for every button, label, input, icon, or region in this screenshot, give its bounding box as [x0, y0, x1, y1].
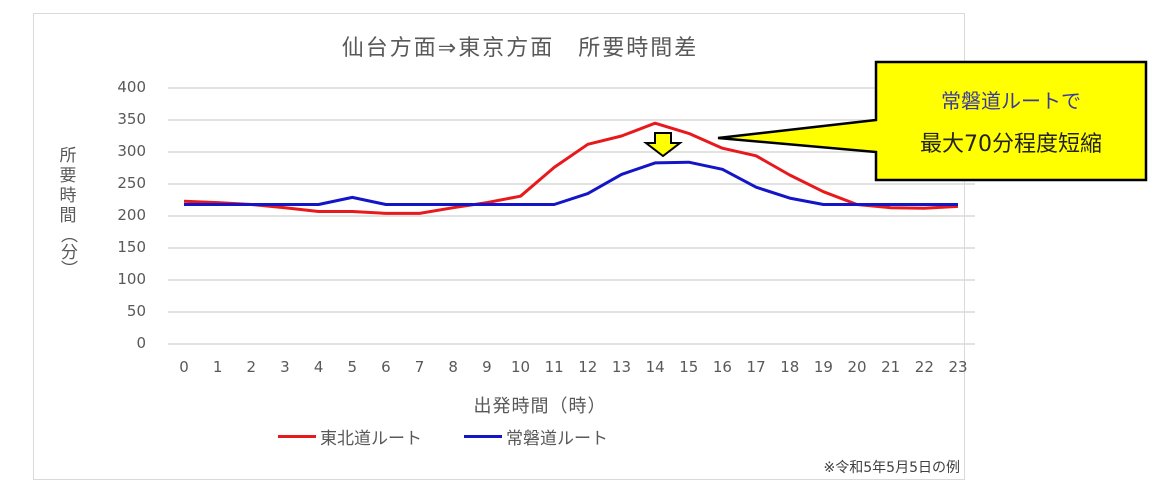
- y-axis-label-unit: （分）: [57, 226, 77, 277]
- y-tick-label: 0: [136, 334, 146, 352]
- y-axis-label: 所 要 時 間 （分）: [57, 146, 79, 277]
- x-tick-label: 18: [780, 358, 800, 376]
- legend-swatch-red: [278, 435, 316, 438]
- footnote: ※令和5年5月5日の例: [823, 460, 960, 476]
- x-tick-label: 8: [448, 358, 458, 376]
- x-tick-label: 12: [578, 358, 598, 376]
- chart-title: 仙台方面⇒東京方面 所要時間差: [341, 36, 699, 61]
- callout-line-1: 常磐道ルートで: [941, 88, 1081, 113]
- x-tick-label: 17: [746, 358, 766, 376]
- legend-label: 常磐道ルート: [506, 429, 608, 449]
- callout-box: [717, 60, 1148, 182]
- x-tick-label: 5: [347, 358, 358, 376]
- x-tick-label: 10: [510, 358, 531, 376]
- y-tick-label: 300: [117, 142, 146, 160]
- x-tick-label: 20: [847, 358, 867, 376]
- x-tick-label: 6: [381, 358, 391, 376]
- y-axis-label-char: 間: [59, 206, 77, 226]
- x-tick-label: 13: [611, 358, 632, 376]
- y-tick-label: 400: [117, 78, 146, 96]
- x-tick-label: 19: [813, 358, 833, 376]
- x-tick-label: 9: [482, 358, 492, 376]
- x-tick-label: 15: [679, 358, 699, 376]
- y-tick-label: 250: [117, 174, 146, 192]
- x-axis-label: 出発時間（時）: [473, 396, 607, 417]
- y-tick-label: 350: [117, 110, 146, 128]
- x-tick-label: 2: [246, 358, 257, 376]
- callout-line-2: 最大70分程度短縮: [920, 131, 1102, 157]
- y-tick-label: 200: [117, 206, 146, 224]
- x-tick-label: 4: [313, 358, 324, 376]
- series-line: [184, 160, 958, 206]
- callout-text: 常磐道ルートで 最大70分程度短縮: [876, 62, 1146, 180]
- y-axis-label-char: 時: [59, 186, 77, 206]
- gridlines: [168, 87, 975, 345]
- series-lines: [183, 121, 959, 215]
- legend-label: 東北道ルート: [320, 429, 422, 449]
- x-tick-label: 21: [881, 358, 901, 376]
- y-axis-label-char: 所: [59, 146, 77, 166]
- y-tick-label: 150: [117, 238, 146, 256]
- x-tick-label: 0: [179, 358, 189, 376]
- x-tick-label: 16: [712, 358, 732, 376]
- x-tick-label: 7: [414, 358, 425, 376]
- y-tick-label: 50: [126, 302, 146, 320]
- x-tick-label: 22: [914, 358, 934, 376]
- series-line: [183, 121, 959, 215]
- legend-item-joban: 常磐道ルート: [464, 424, 608, 449]
- x-tick-label: 11: [544, 358, 564, 376]
- legend: 東北道ルート 常磐道ルート: [278, 424, 650, 449]
- chart-frame: [33, 13, 965, 480]
- y-axis-label-char: 要: [59, 166, 77, 186]
- y-tick-label: 100: [117, 270, 146, 288]
- legend-swatch-blue: [464, 435, 502, 438]
- down-arrow-icon: [643, 132, 683, 158]
- x-tick-label: 1: [212, 358, 223, 376]
- x-tick-label: 23: [948, 358, 968, 376]
- x-tick-label: 3: [280, 358, 290, 376]
- legend-item-tohoku: 東北道ルート: [278, 424, 422, 449]
- x-tick-label: 14: [645, 358, 665, 376]
